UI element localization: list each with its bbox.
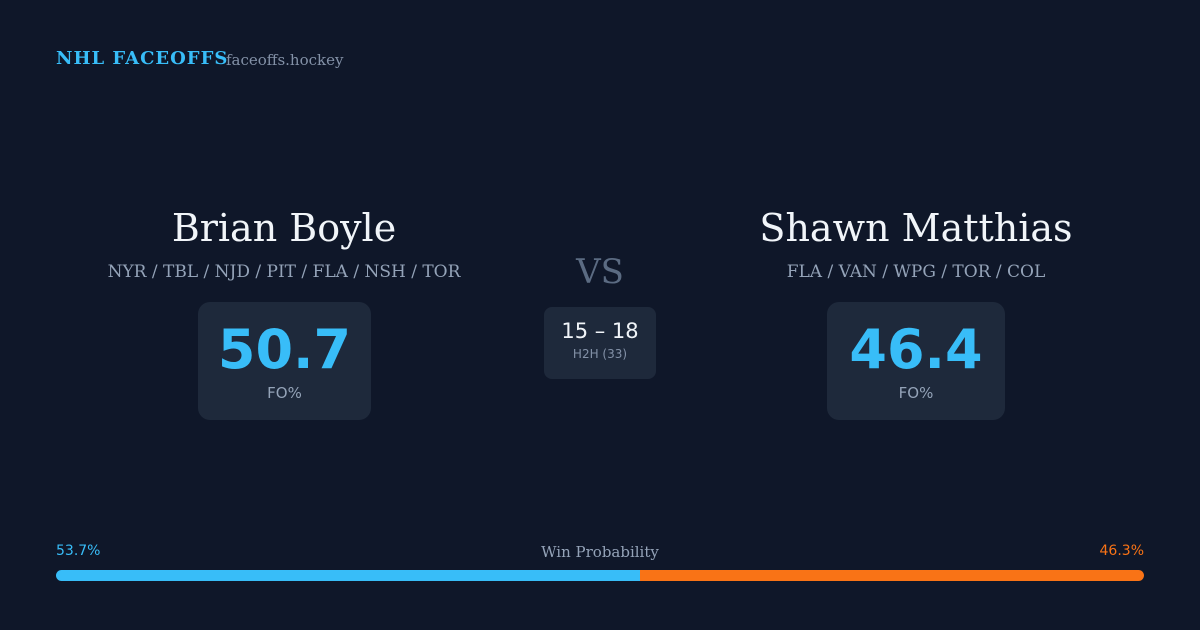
player-name: Shawn Matthias <box>759 206 1073 250</box>
player-teams: FLA / VAN / WPG / TOR / COL <box>786 262 1046 282</box>
site: faceoffs.hockey <box>226 51 344 69</box>
right-probability: 46.3% <box>1099 543 1144 559</box>
player-teams: NYR / TBL / NJD / PIT / FLA / NSH / TOR <box>107 262 461 282</box>
fo-label: FO% <box>267 384 302 402</box>
h2h-label: H2H (33) <box>572 347 628 361</box>
fo-label: FO% <box>898 384 934 402</box>
brand: NHL FACEOFFS <box>56 48 229 69</box>
vs: VS <box>576 252 624 292</box>
left-probability: 53.7% <box>56 543 101 559</box>
h2h-box: 15 – 18 H2H (33) <box>544 307 656 379</box>
fo-pct: 46.4 <box>849 318 983 381</box>
win-probability-label: Win Probability <box>541 543 659 561</box>
player-name: Brian Boyle <box>171 206 397 250</box>
probability-bar <box>56 570 1144 581</box>
probability-segment <box>56 570 641 581</box>
probability-segment <box>640 570 1144 581</box>
h2h-score: 15 – 18 <box>561 319 639 343</box>
fo-box: 46.4 FO% <box>827 302 1005 420</box>
fo-pct: 50.7 <box>217 318 352 381</box>
fo-box: 50.7 FO% <box>198 302 371 420</box>
